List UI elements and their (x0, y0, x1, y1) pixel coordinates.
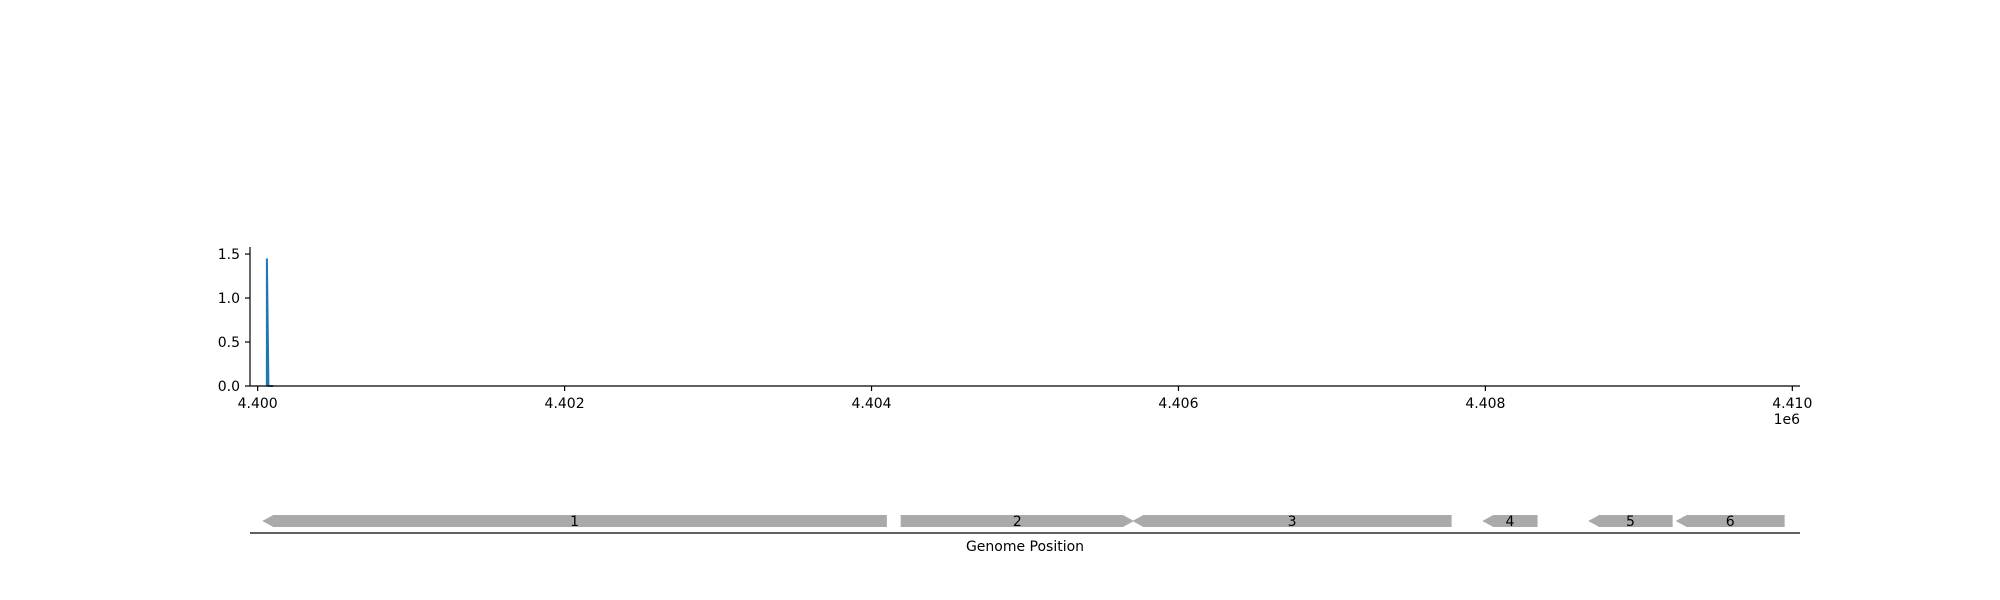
gene-layer: 1 2 3 4 5 6 (262, 514, 1785, 530)
gene-arrow (1482, 515, 1538, 527)
y-tick-label: 1.0 (218, 291, 240, 307)
gene-label: 3 (1288, 514, 1297, 530)
x-axis-offset-label: 1e6 (1774, 412, 1801, 428)
y-tick-label: 0.5 (218, 335, 240, 351)
gene-map: 1 2 3 4 5 6 Genome Position (250, 514, 1800, 555)
x-tick-label: 4.406 (1158, 396, 1198, 412)
x-tick-label: 4.404 (851, 396, 891, 412)
gene-label: 2 (1013, 514, 1022, 530)
gene-label: 1 (570, 514, 579, 530)
x-tick-label: 4.410 (1772, 396, 1812, 412)
x-tick-label: 4.402 (545, 396, 585, 412)
gene-arrow (262, 515, 887, 527)
gene-map-x-axis-label: Genome Position (966, 539, 1084, 555)
coverage-plot: 0.00.51.01.5 4.400 4.402 4.404 4.406 4.408 4.… (218, 247, 1812, 428)
gene-arrow (1132, 515, 1452, 527)
gene-label: 4 (1505, 514, 1514, 530)
y-tick-label: 1.5 (218, 247, 240, 263)
y-tick-label: 0.0 (218, 379, 240, 395)
gene-arrow (900, 515, 1134, 527)
x-tick-label: 4.408 (1465, 396, 1505, 412)
gene-arrow (1675, 515, 1785, 527)
y-axis-ticks: 0.0 0.5 1.0 1.5 (218, 247, 250, 395)
x-axis-ticks: 4.400 4.402 4.404 4.406 4.408 4.410 (238, 386, 1812, 412)
x-tick-label: 4.400 (238, 396, 278, 412)
gene-arrow (1588, 515, 1673, 527)
gene-label: 6 (1726, 514, 1735, 530)
gene-label: 5 (1626, 514, 1635, 530)
